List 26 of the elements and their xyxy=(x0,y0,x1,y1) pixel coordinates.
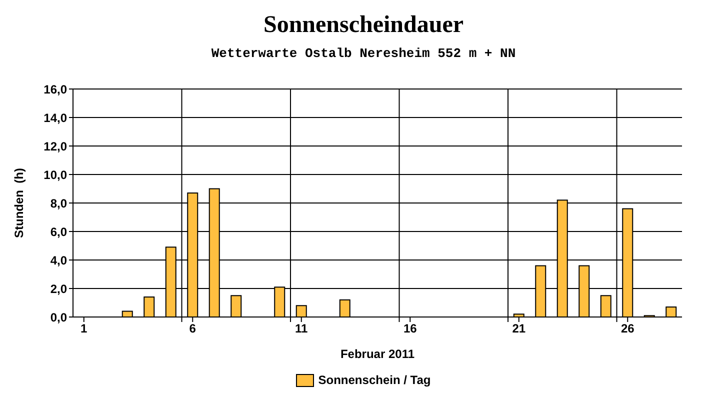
legend-label: Sonnenschein / Tag xyxy=(318,373,431,387)
chart-title: Sonnenscheindauer xyxy=(262,12,465,39)
x-tick-label: 26 xyxy=(620,322,635,336)
y-tick-label: 6,0 xyxy=(50,224,68,239)
y-tick-label: 4,0 xyxy=(50,253,68,268)
y-axis-title: Stunden (h) xyxy=(12,168,26,238)
y-tick-label: 0,0 xyxy=(50,310,68,324)
x-axis-title: Februar 2011 xyxy=(339,347,416,361)
y-tick-label: 2,0 xyxy=(50,282,68,296)
bar xyxy=(122,310,133,317)
y-tick-label: 8,0 xyxy=(50,196,68,210)
bar xyxy=(339,299,350,317)
y-tick-label: 10,0 xyxy=(44,168,68,182)
chart-subtitle: Wetterwarte Ostalb Neresheim 552 m + NN xyxy=(210,46,517,61)
x-tick-label: 16 xyxy=(403,322,418,336)
x-tick-label: 21 xyxy=(512,322,526,336)
bar xyxy=(144,296,155,317)
x-tick-label: 11 xyxy=(295,322,308,336)
bar xyxy=(600,295,612,317)
bar xyxy=(230,295,242,317)
x-tick-label: 6 xyxy=(189,322,196,336)
y-tick-label: 12,0 xyxy=(44,139,68,154)
y-tick-label: 14,0 xyxy=(44,110,68,125)
x-tick-label: 1 xyxy=(80,322,88,336)
bar xyxy=(666,306,677,317)
y-tick-label: 16,0 xyxy=(44,82,68,96)
